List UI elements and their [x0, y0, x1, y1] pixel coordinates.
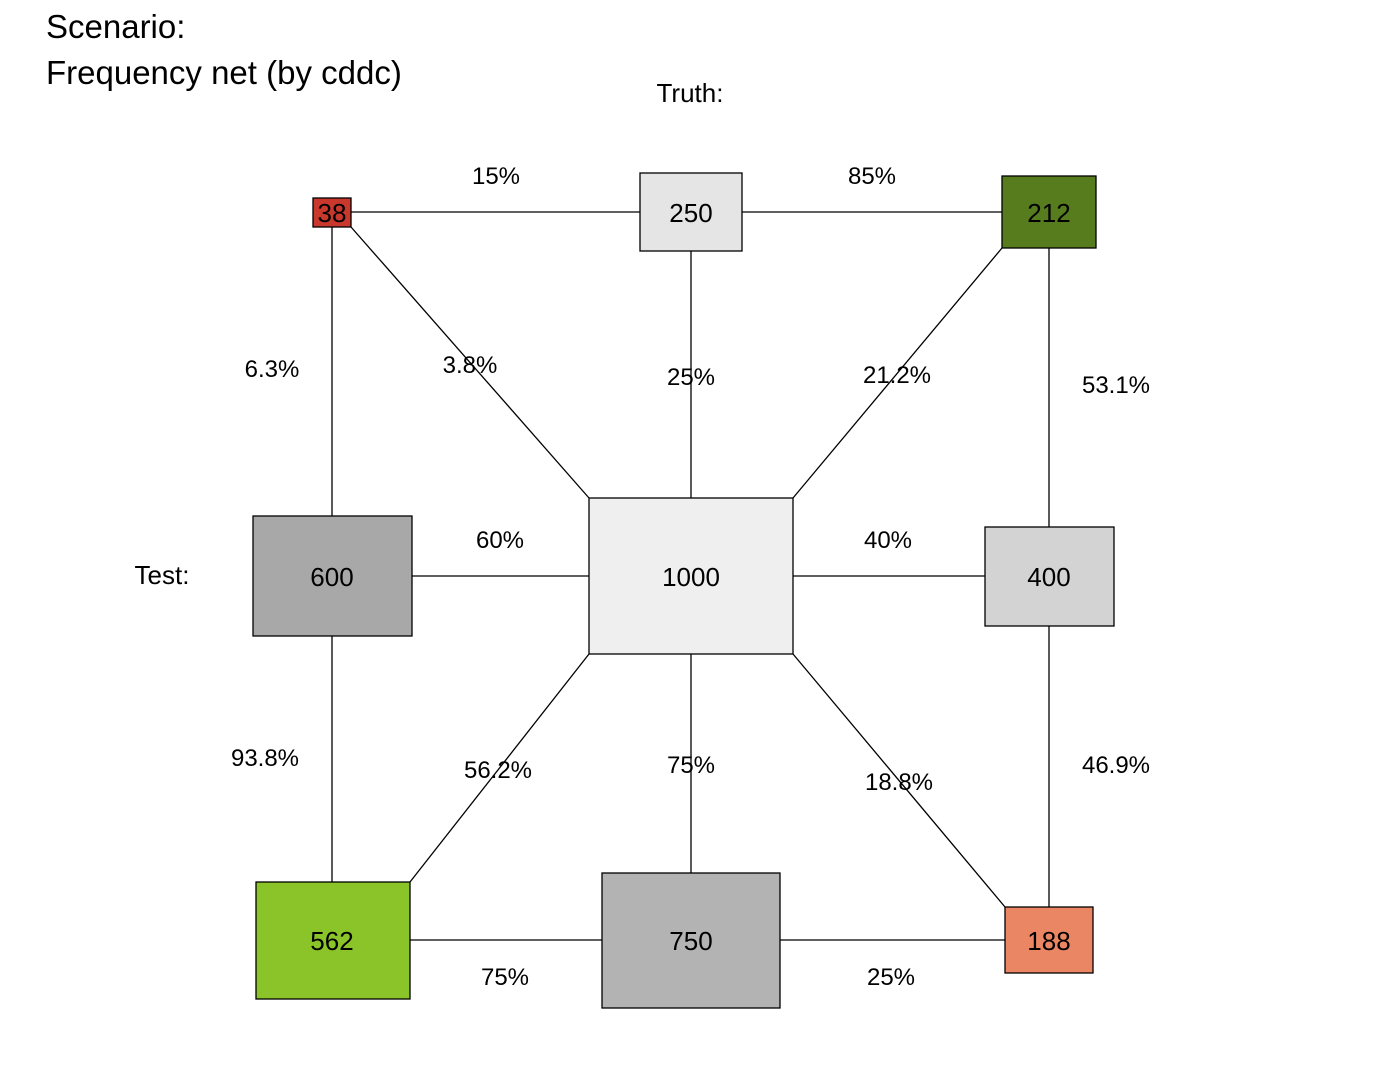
- node-dec-neg: 400: [984, 526, 1115, 627]
- title-scenario: Scenario:: [46, 8, 185, 45]
- node-cond-true-box: [639, 172, 743, 252]
- node-cr: 562: [255, 881, 411, 1000]
- node-dec-neg-value: 400: [1027, 562, 1070, 592]
- edge-label-total-truth: 25%: [667, 364, 715, 391]
- node-hi-box: [1001, 175, 1097, 249]
- edge-label-total-cr: 56.2%: [464, 757, 532, 784]
- node-cr-value: 562: [310, 926, 353, 956]
- node-total-box: [588, 497, 794, 655]
- node-mi-value: 38: [318, 198, 347, 228]
- node-cond-true-value: 250: [669, 198, 712, 228]
- edge-label-neg-fa: 46.9%: [1082, 752, 1150, 779]
- edge-total-fa: [792, 653, 1006, 908]
- edge-total-cr: [409, 653, 590, 883]
- node-fa: 188: [1004, 906, 1094, 974]
- edge-label-pos-cr: 93.8%: [231, 745, 299, 772]
- edge-label-total-fa: 18.8%: [865, 769, 933, 796]
- node-fa-value: 188: [1027, 926, 1070, 956]
- edge-labels: 15% 85% 6.3% 3.8% 25% 21.2% 53.1% 60% 40…: [231, 163, 1150, 991]
- node-dec-neg-box: [984, 526, 1115, 627]
- title-frequency-net: Frequency net (by cddc): [46, 54, 402, 91]
- node-mi: 38: [312, 197, 352, 228]
- node-cr-box: [255, 881, 411, 1000]
- truth-label: Truth:: [657, 78, 724, 108]
- edge-label-cr-false: 75%: [481, 964, 529, 991]
- edge-label-truth-hi: 85%: [848, 163, 896, 190]
- node-total: 1000: [588, 497, 794, 655]
- edge-label-total-false: 75%: [667, 752, 715, 779]
- node-cond-false-box: [601, 872, 781, 1009]
- edge-label-mi-pos: 6.3%: [245, 356, 300, 383]
- node-hi: 212: [1001, 175, 1097, 249]
- edge-total-mi: [350, 226, 590, 499]
- edge-label-total-hi: 21.2%: [863, 362, 931, 389]
- edge-label-mi-truth: 15%: [472, 163, 520, 190]
- node-mi-box: [312, 197, 352, 228]
- nodes: 38 250 212 600 1000 400 562 750: [252, 172, 1115, 1009]
- node-cond-true: 250: [639, 172, 743, 252]
- edge-total-hi: [792, 247, 1003, 499]
- node-hi-value: 212: [1027, 198, 1070, 228]
- edges: [331, 211, 1050, 941]
- edge-label-total-mi: 3.8%: [443, 352, 498, 379]
- test-label: Test:: [135, 560, 190, 590]
- node-dec-pos-box: [252, 515, 413, 637]
- edge-label-pos-total: 60%: [476, 527, 524, 554]
- node-total-value: 1000: [662, 562, 720, 592]
- edge-label-false-fa: 25%: [867, 964, 915, 991]
- edge-label-total-neg: 40%: [864, 527, 912, 554]
- node-dec-pos-value: 600: [310, 562, 353, 592]
- node-cond-false: 750: [601, 872, 781, 1009]
- node-fa-box: [1004, 906, 1094, 974]
- node-cond-false-value: 750: [669, 926, 712, 956]
- edge-label-hi-neg: 53.1%: [1082, 372, 1150, 399]
- node-dec-pos: 600: [252, 515, 413, 637]
